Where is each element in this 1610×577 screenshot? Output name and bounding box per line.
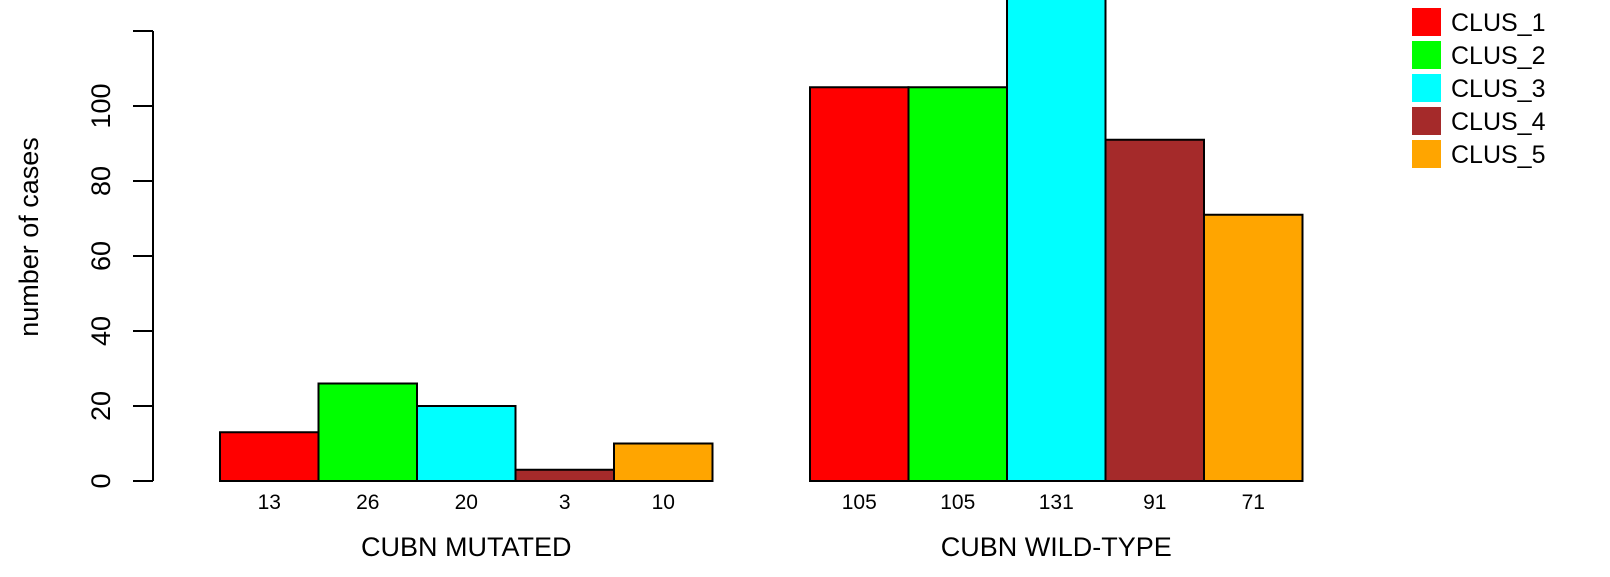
bar <box>317 382 418 482</box>
legend-label: CLUS_3 <box>1451 75 1546 103</box>
legend-label: CLUS_4 <box>1451 108 1546 136</box>
bar-value-label: 26 <box>356 491 379 514</box>
legend-swatch <box>1412 140 1441 168</box>
y-axis: 0 20 40 60 80 100 <box>86 30 154 489</box>
group-label: CUBN MUTATED <box>361 532 572 562</box>
bar <box>416 405 517 482</box>
legend-swatch <box>1412 8 1441 36</box>
bar <box>1203 213 1304 482</box>
bar <box>613 442 714 482</box>
bar <box>907 86 1008 482</box>
y-tick-label: 40 <box>86 316 116 346</box>
bar <box>1104 138 1205 482</box>
y-axis-label: number of cases <box>14 137 44 337</box>
bar-value-label: 105 <box>842 491 877 514</box>
bar-value-label: 105 <box>940 491 975 514</box>
bar <box>809 86 910 482</box>
legend-label: CLUS_5 <box>1451 141 1546 169</box>
y-tick-label: 100 <box>86 83 116 128</box>
legend-label: CLUS_2 <box>1451 42 1546 70</box>
bar-value-label: 13 <box>258 491 281 514</box>
bar-value-label: 20 <box>455 491 478 514</box>
legend-swatch <box>1412 41 1441 69</box>
y-tick-label: 0 <box>86 473 116 488</box>
bar <box>514 468 615 482</box>
bar-value-label: 91 <box>1143 491 1166 514</box>
group-label: CUBN WILD-TYPE <box>941 532 1172 562</box>
y-tick-label: 20 <box>86 391 116 421</box>
plot-area: 13 26 20 3 10 CUBN MUTATED 105 105 131 91 71 CUBN W… <box>219 0 1304 562</box>
bar <box>1006 0 1107 482</box>
bar-value-label: 131 <box>1039 491 1074 514</box>
y-tick-label: 60 <box>86 241 116 271</box>
bar-value-label: 71 <box>1242 491 1265 514</box>
bar <box>219 431 320 482</box>
legend-swatch <box>1412 74 1441 102</box>
legend: CLUS_1 CLUS_2 CLUS_3 CLUS_4 CLUS_5 <box>1412 8 1546 169</box>
legend-label: CLUS_1 <box>1451 9 1546 37</box>
bar-value-label: 10 <box>652 491 675 514</box>
y-tick-label: 80 <box>86 166 116 196</box>
bar-value-label: 3 <box>559 491 571 514</box>
legend-swatch <box>1412 107 1441 135</box>
